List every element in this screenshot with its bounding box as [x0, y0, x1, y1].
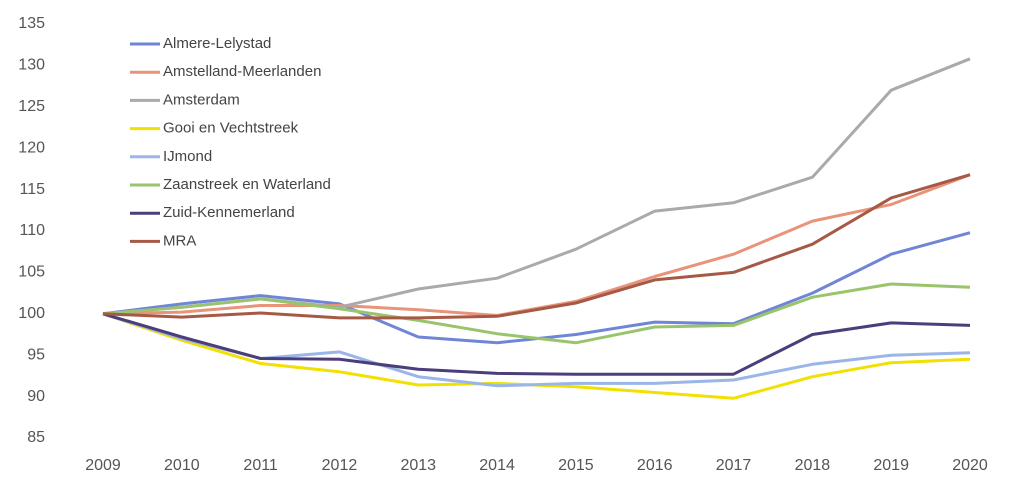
x-tick-label: 2018 — [795, 457, 831, 474]
x-tick-label: 2019 — [873, 457, 909, 474]
legend-label: IJmond — [163, 148, 212, 165]
y-tick-label: 130 — [18, 57, 45, 74]
y-tick-label: 90 — [27, 388, 45, 405]
x-tick-label: 2017 — [716, 457, 752, 474]
legend-label: Amsterdam — [163, 91, 240, 108]
legend-label: MRA — [163, 232, 196, 249]
y-tick-label: 95 — [27, 346, 45, 363]
legend-label: Gooi en Vechtstreek — [163, 120, 299, 137]
series-line — [102, 282, 971, 345]
legend-label: Zuid-Kennemerland — [163, 204, 295, 221]
y-tick-label: 125 — [18, 98, 45, 115]
x-tick-label: 2010 — [164, 457, 200, 474]
x-tick-label: 2012 — [322, 457, 358, 474]
y-tick-label: 100 — [18, 305, 45, 322]
y-tick-label: 115 — [19, 181, 45, 198]
x-tick-label: 2014 — [479, 457, 515, 474]
x-tick-label: 2009 — [85, 457, 121, 474]
y-tick-label: 120 — [18, 139, 45, 156]
series-line — [102, 173, 971, 320]
y-tick-label: 105 — [18, 264, 45, 281]
x-tick-label: 2020 — [952, 457, 988, 474]
legend-label: Amstelland-Meerlanden — [163, 63, 321, 80]
x-tick-label: 2015 — [558, 457, 594, 474]
x-tick-label: 2016 — [637, 457, 673, 474]
series-line — [102, 312, 971, 376]
y-tick-label: 110 — [19, 222, 45, 239]
y-tick-label: 135 — [18, 15, 45, 32]
x-tick-label: 2013 — [400, 457, 436, 474]
legend-label: Almere-Lelystad — [163, 35, 271, 52]
series-line — [102, 231, 971, 345]
y-tick-label: 85 — [27, 429, 45, 446]
series-line — [102, 173, 971, 317]
legend-label: Zaanstreek en Waterland — [163, 176, 331, 193]
x-tick-label: 2011 — [243, 457, 278, 474]
